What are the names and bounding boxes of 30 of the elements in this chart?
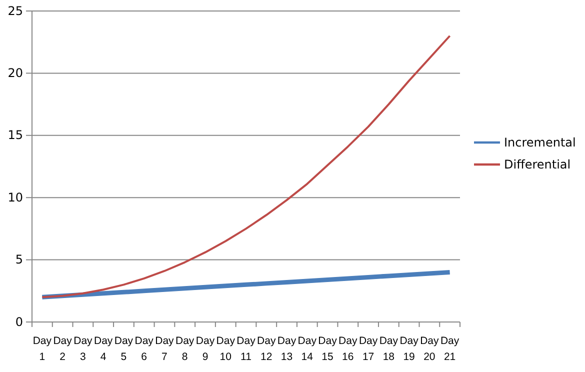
x-tick-label: Day 1 [32, 335, 52, 363]
x-tick-label: Day 4 [94, 335, 114, 363]
x-tick-label: Day 11 [236, 335, 256, 363]
y-tick-label: 5 [15, 252, 23, 267]
x-tick-label: Day 19 [400, 335, 420, 363]
x-tick-label: Day 21 [440, 335, 460, 363]
x-tick-label: Day 3 [74, 335, 94, 363]
legend-label: Incremental [504, 136, 576, 150]
x-tick-label: Day 12 [257, 335, 276, 363]
x-tick-label: Day 2 [53, 335, 73, 363]
line-series [41, 34, 451, 298]
x-tick-label: Day 10 [216, 335, 236, 363]
x-tick-label: Day 7 [155, 335, 175, 363]
x-tick-label: Day 20 [420, 335, 440, 363]
y-tick-label: 15 [8, 128, 23, 142]
x-tick-label: Day 14 [298, 335, 318, 363]
y-tick-label: 0 [15, 314, 23, 329]
x-tick-label: Day 9 [196, 335, 216, 363]
y-tick-label: 20 [8, 66, 23, 80]
x-tick-label: Day 18 [379, 335, 399, 363]
y-tick-label: 25 [8, 4, 23, 18]
x-tick-label: Day 8 [176, 335, 195, 363]
x-tick-label: Day 6 [134, 335, 154, 363]
x-tick-label: Day 5 [114, 335, 134, 363]
y-tick-label: 10 [8, 190, 23, 204]
x-tick-label: Day 16 [338, 335, 358, 363]
x-tick-label: Day 15 [318, 335, 338, 363]
x-tick-label: Day 13 [277, 335, 297, 363]
x-tick-label: Day 17 [358, 335, 378, 363]
legend-label: Differential [504, 158, 571, 172]
